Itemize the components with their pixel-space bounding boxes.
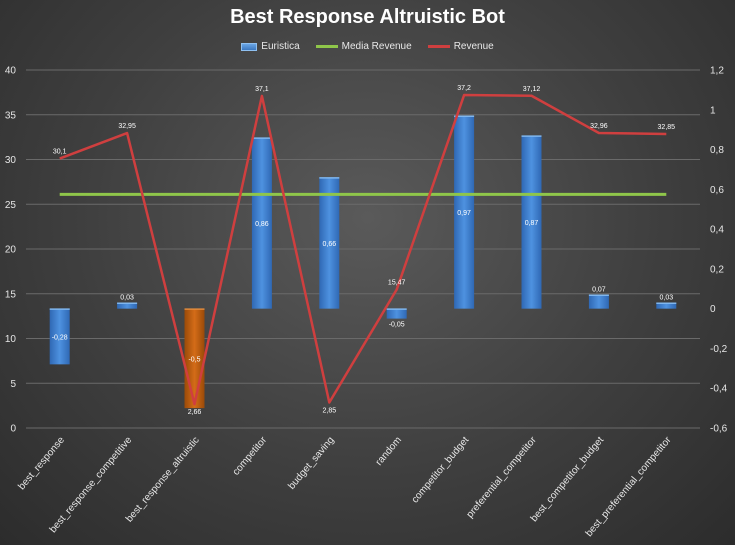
legend-swatch-euristica [241,42,258,51]
y-left-tick-label: 5 [10,379,16,390]
y-right-tick-label: 1 [710,105,716,116]
bar-data-label: -0,28 [52,335,68,342]
bar-data-label: -0,5 [188,356,200,363]
bar [454,115,475,309]
x-category-label: preferential_competitor [465,434,540,520]
y-left-tick-label: 0 [10,424,16,435]
y-left-tick-label: 35 [5,110,17,121]
x-category-label: budget_saving [286,435,336,492]
y-right-tick-label: 0,2 [710,264,724,275]
bar-data-label: -0,05 [389,322,405,329]
revenue-data-label: 2,66 [188,409,202,416]
bar-data-label: 0,03 [659,295,673,302]
bar [588,294,609,309]
revenue-data-label: 32,96 [590,123,608,130]
bar [521,135,542,309]
bar [49,308,70,365]
legend-label-revenue: Revenue [453,41,494,52]
x-category-label: best_competitor_budget [529,435,607,524]
y-right-tick-label: 0,4 [710,225,724,236]
bar [319,177,340,309]
bar-data-label: 0,07 [592,287,606,294]
legend-label-euristica: Euristica [261,41,300,52]
y-left-tick-label: 30 [5,155,17,166]
x-category-label: competitor [231,434,270,477]
bar [117,302,138,309]
x-category-label: best_response [16,435,67,493]
revenue-data-label: 32,85 [658,124,676,131]
bar-data-label: 0,87 [525,220,539,227]
legend-item-media-revenue: Media Revenue [315,41,412,52]
x-category-label: random [374,435,404,468]
revenue-data-label: 32,95 [118,123,136,130]
revenue-data-label: 37,12 [523,86,541,93]
revenue-data-label: 37,2 [457,85,471,92]
bar-data-label: 0,03 [120,295,134,302]
bar-data-label: 0,97 [457,210,471,217]
y-right-tick-label: 0,6 [710,185,724,196]
legend-swatch-revenue [427,45,450,48]
y-right-tick-label: 0 [710,304,716,315]
legend: Euristica Media Revenue Revenue [0,41,735,52]
y-right-tick-label: -0,6 [710,424,728,435]
bar-data-label: 0,66 [322,241,336,248]
legend-item-revenue: Revenue [427,41,494,52]
y-left-tick-label: 25 [5,200,17,211]
y-left-tick-label: 40 [5,66,17,77]
revenue-data-label: 2,85 [322,407,336,414]
legend-swatch-media-revenue [315,45,338,48]
bar [386,308,407,319]
y-right-tick-label: 0,8 [710,145,724,156]
bar [251,137,272,309]
bar [656,302,677,309]
y-right-tick-label: -0,2 [710,344,728,355]
y-left-tick-label: 20 [5,245,17,256]
series-line-revenue [59,93,667,406]
chart-title: Best Response Altruistic Bot [230,6,505,28]
revenue-data-label: 30,1 [53,149,67,156]
x-category-label: best_response_competitive [48,435,135,536]
bar-data-label: 0,86 [255,221,269,228]
legend-item-euristica: Euristica [241,41,300,52]
y-left-tick-label: 15 [5,289,17,300]
y-right-tick-label: -0,4 [710,384,728,395]
revenue-data-label: 37,1 [255,86,269,93]
y-right-tick-label: 1,2 [710,66,724,77]
revenue-data-label: 15,47 [388,280,406,287]
y-left-tick-label: 10 [5,334,17,345]
legend-label-media-revenue: Media Revenue [341,41,412,52]
x-category-label: best_response_altruistic [124,435,202,525]
x-category-label: competitor_budget [410,435,472,506]
